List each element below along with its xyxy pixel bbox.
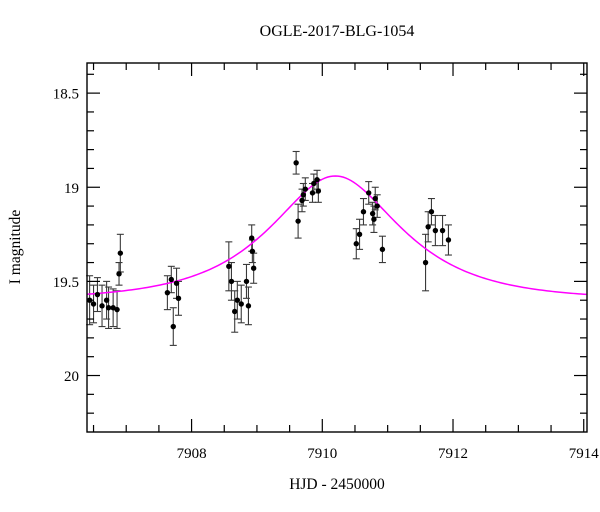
model-curve-layer bbox=[86, 175, 587, 296]
data-point bbox=[428, 209, 435, 215]
data-point bbox=[379, 246, 386, 253]
x-tick-label: 7910 bbox=[307, 446, 337, 462]
data-point bbox=[353, 241, 359, 247]
data-point bbox=[234, 297, 241, 303]
data-point bbox=[116, 271, 122, 277]
data-point bbox=[372, 195, 378, 202]
chart-title: OGLE-2017-BLG-1054 bbox=[260, 23, 415, 40]
data-point bbox=[232, 308, 238, 315]
data-point bbox=[309, 190, 316, 196]
y-tick-label: 19 bbox=[64, 181, 79, 197]
data-point bbox=[175, 295, 182, 302]
data-point bbox=[250, 265, 257, 271]
plot-frame bbox=[86, 62, 588, 433]
data-point bbox=[374, 203, 380, 209]
data-point bbox=[369, 210, 376, 217]
data-point bbox=[170, 323, 176, 330]
data-point bbox=[439, 227, 446, 234]
y-tick-label: 20 bbox=[64, 369, 79, 385]
model-light-curve bbox=[86, 175, 587, 296]
data-point bbox=[360, 209, 367, 215]
data-point bbox=[425, 224, 431, 230]
data-point bbox=[90, 301, 97, 307]
data-points-layer bbox=[86, 160, 452, 330]
error-bars-layer bbox=[86, 150, 452, 346]
data-point bbox=[295, 218, 301, 224]
data-point bbox=[445, 237, 452, 243]
axes-layer bbox=[86, 62, 588, 433]
data-point bbox=[226, 263, 232, 270]
data-point bbox=[249, 235, 255, 241]
data-point bbox=[432, 227, 439, 234]
data-point bbox=[243, 278, 250, 285]
data-point bbox=[365, 190, 372, 196]
data-point bbox=[105, 305, 112, 311]
data-point bbox=[228, 278, 235, 285]
y-axis-label: I magnitude bbox=[7, 210, 24, 285]
data-point bbox=[173, 280, 180, 286]
data-point bbox=[114, 306, 120, 313]
data-point bbox=[117, 250, 124, 256]
data-point bbox=[302, 186, 309, 192]
data-point bbox=[371, 216, 377, 222]
x-tick-label: 7914 bbox=[569, 446, 600, 462]
data-point bbox=[99, 303, 105, 309]
data-point bbox=[299, 197, 305, 204]
tick-labels-layer: 7908 7910 7912 7914 18.5 19 19.5 20 bbox=[53, 87, 599, 462]
data-point bbox=[422, 259, 429, 266]
x-tick-label: 7908 bbox=[177, 446, 207, 462]
data-point bbox=[293, 160, 299, 166]
data-point bbox=[315, 188, 322, 194]
data-point bbox=[249, 248, 256, 254]
y-tick-label: 19.5 bbox=[53, 275, 79, 291]
data-point bbox=[245, 303, 252, 309]
data-point bbox=[164, 289, 171, 296]
data-point bbox=[94, 291, 101, 298]
data-point bbox=[356, 231, 363, 238]
data-point bbox=[238, 301, 244, 307]
x-tick-label: 7912 bbox=[438, 446, 468, 462]
y-tick-label: 18.5 bbox=[53, 87, 79, 103]
data-point bbox=[314, 177, 320, 183]
data-point bbox=[300, 192, 307, 198]
data-point bbox=[168, 276, 175, 283]
data-point bbox=[103, 297, 110, 303]
x-axis-label: HJD - 2450000 bbox=[289, 476, 385, 493]
data-point bbox=[311, 180, 317, 187]
